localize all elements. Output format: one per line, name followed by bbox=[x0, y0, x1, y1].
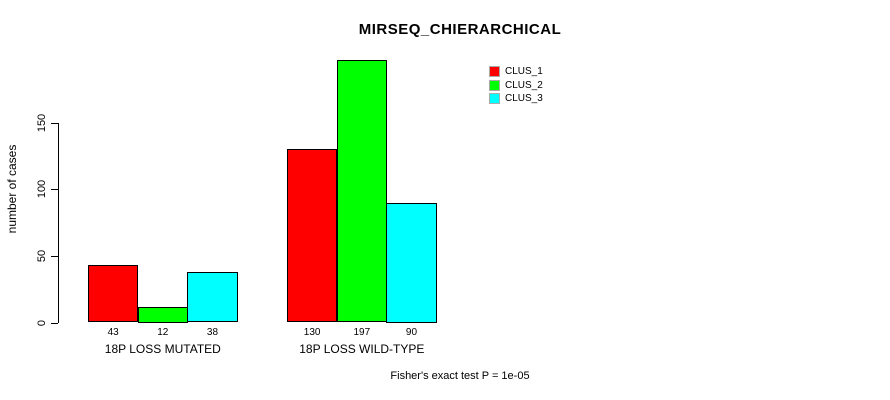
bar-clus_3-group2 bbox=[386, 202, 437, 323]
bar-value-label: 90 bbox=[405, 327, 418, 338]
bar-clus_3-group1 bbox=[187, 271, 238, 323]
y-axis-title: number of cases bbox=[5, 144, 19, 234]
y-tick-mark bbox=[51, 122, 58, 124]
legend-item-clus_2: CLUS_2 bbox=[489, 79, 543, 93]
category-label-group2: 18P LOSS WILD-TYPE bbox=[299, 342, 425, 356]
bar-clus_2-group1 bbox=[137, 306, 188, 323]
bar-value-label: 38 bbox=[206, 327, 219, 338]
legend-label: CLUS_2 bbox=[505, 79, 543, 91]
legend-swatch-icon bbox=[489, 66, 500, 78]
chart-legend: CLUS_1 CLUS_2 CLUS_3 bbox=[489, 65, 543, 106]
bar-value-label: 43 bbox=[107, 327, 119, 338]
chart-title: MIRSEQ_CHIERARCHICAL bbox=[358, 21, 562, 38]
legend-label: CLUS_3 bbox=[505, 93, 543, 105]
legend-swatch-icon bbox=[489, 79, 500, 91]
bar-value-label: 12 bbox=[157, 327, 169, 338]
legend-item-clus_1: CLUS_1 bbox=[489, 65, 543, 79]
y-axis-line bbox=[58, 122, 59, 323]
bar-clus_1-group1 bbox=[88, 265, 139, 323]
category-label-group1: 18P LOSS MUTATED bbox=[104, 342, 221, 356]
bar-value-label: 130 bbox=[303, 327, 321, 338]
legend-label: CLUS_1 bbox=[505, 66, 543, 78]
bar-value-label: 197 bbox=[353, 327, 371, 338]
bar-clus_1-group2 bbox=[287, 149, 338, 323]
y-tick-label: 50 bbox=[36, 249, 48, 262]
y-tick-label: 100 bbox=[36, 179, 48, 199]
legend-item-clus_3: CLUS_3 bbox=[489, 92, 543, 106]
bar-clus_2-group2 bbox=[336, 59, 387, 323]
fisher-test-annotation: Fisher's exact test P = 1e-05 bbox=[390, 370, 530, 382]
y-tick-mark bbox=[51, 255, 58, 257]
y-tick-label: 0 bbox=[36, 319, 48, 326]
legend-swatch-icon bbox=[489, 93, 500, 105]
y-tick-mark bbox=[51, 189, 58, 191]
y-tick-label: 150 bbox=[36, 113, 48, 132]
y-tick-mark bbox=[51, 322, 58, 324]
